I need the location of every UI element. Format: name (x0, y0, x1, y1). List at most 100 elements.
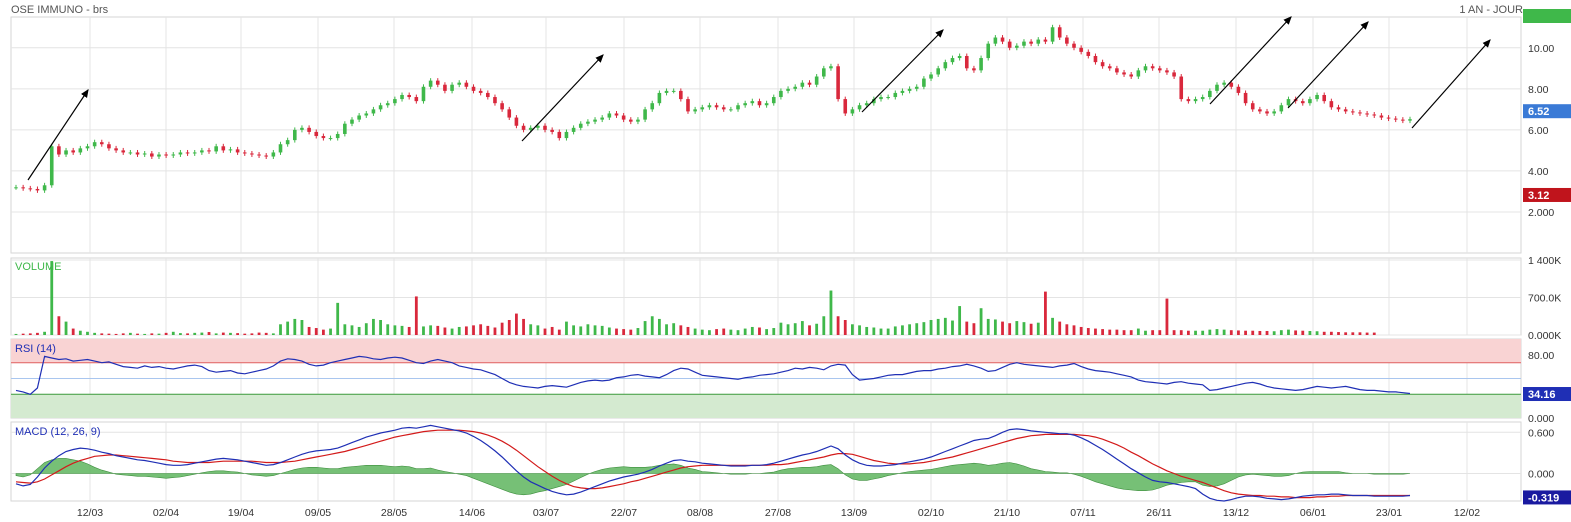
volume-bar (414, 296, 418, 335)
candle-body (886, 97, 890, 99)
candle-body (378, 105, 383, 110)
candle-body (679, 90, 683, 100)
candle-body (450, 84, 454, 91)
volume-bar (93, 332, 97, 335)
candle-body (300, 127, 304, 130)
candle-body (1015, 45, 1019, 48)
trend-arrow (1411, 39, 1491, 129)
candle-body (1265, 111, 1269, 114)
candle-body (1329, 101, 1334, 108)
volume-bar (1015, 321, 1019, 335)
rsi-zone-layer (11, 339, 1521, 418)
volume-bar (1329, 331, 1333, 335)
candle-body (736, 105, 740, 110)
candle-body (1057, 27, 1062, 38)
volume-bar (128, 332, 132, 335)
volume-bar (629, 329, 633, 335)
price-reference-badge (1523, 187, 1571, 202)
chart-title: OSE IMMUNO - brs (11, 4, 109, 16)
volume-bar (872, 327, 876, 335)
candle-body (1179, 76, 1184, 100)
volume-bar (758, 327, 761, 335)
rsi-last-badge (1523, 387, 1571, 402)
candle-body (521, 125, 526, 130)
volume-y-tick: 0.000K (1528, 330, 1561, 342)
candle-body (435, 80, 440, 85)
candle-body (829, 66, 833, 69)
volume-bar (472, 325, 475, 335)
candle-body (314, 131, 319, 137)
volume-bar (1265, 330, 1269, 335)
candle-body (793, 86, 798, 89)
volume-bar (1186, 330, 1190, 335)
x-tick-label: 02/04 (153, 507, 179, 519)
candle-body (1072, 43, 1076, 48)
x-tick-label: 26/11 (1146, 507, 1172, 519)
candle-body (507, 109, 512, 118)
volume-bar (529, 324, 533, 335)
candle-body (822, 68, 826, 77)
candle-body (836, 66, 840, 100)
candle-body (943, 62, 948, 69)
volume-bar (114, 333, 118, 335)
volume-bar (179, 333, 182, 335)
volume-bar (843, 320, 847, 335)
volume-bar (507, 320, 511, 335)
candle-body (85, 146, 90, 149)
volume-bar (436, 325, 440, 335)
volume-bar (136, 333, 139, 335)
x-tick-label: 03/07 (533, 507, 559, 519)
data-layer (14, 16, 1491, 502)
candle-body (729, 109, 733, 111)
candle-body (872, 99, 876, 104)
volume-bar (979, 308, 983, 335)
volume-bar (729, 329, 733, 335)
candle-body (192, 152, 197, 154)
candle-body (1093, 55, 1098, 63)
candle-body (57, 146, 61, 155)
candle-body (393, 99, 397, 104)
volume-bar (865, 326, 869, 335)
volume-y-tick: 1 400K (1528, 255, 1561, 267)
price-reference-badge-text: 3.12 (1528, 190, 1549, 202)
candle-body (221, 146, 226, 151)
volume-bar (329, 328, 332, 335)
volume-bar (986, 318, 990, 335)
candle-body (1272, 111, 1276, 114)
candle-body (657, 92, 662, 104)
x-tick-label: 06/01 (1300, 507, 1326, 519)
volume-bar (1086, 328, 1090, 335)
volume-bar (1072, 325, 1076, 335)
rsi-overbought-zone (11, 339, 1521, 363)
candle-body (235, 149, 240, 153)
candle-body (1193, 99, 1198, 102)
volume-bar (700, 329, 704, 335)
candle-body (893, 92, 898, 98)
candle-body (693, 109, 697, 112)
volume-bar (1358, 332, 1362, 335)
candle-body (307, 127, 311, 132)
candle-body (500, 103, 504, 110)
price-y-tick: 10.00 (1528, 43, 1554, 55)
volume-bar (1301, 330, 1305, 335)
candle-body (1372, 114, 1377, 116)
volume-bar (1051, 317, 1054, 335)
volume-bar (386, 324, 390, 335)
volume-bar (879, 328, 883, 335)
volume-bar (665, 324, 668, 335)
candle-body (1172, 72, 1176, 77)
candle-body (814, 76, 819, 85)
candle-body (486, 92, 490, 98)
volume-bar (586, 324, 590, 335)
candle-body (1165, 70, 1169, 73)
candle-body (1022, 41, 1026, 46)
volume-bar (57, 316, 61, 335)
volume-bar (1287, 329, 1290, 335)
panel-frame-macd (10, 421, 1522, 502)
candle-body (1122, 72, 1126, 75)
volume-bar (357, 326, 361, 335)
volume-bar (393, 325, 397, 335)
volume-bar (86, 331, 89, 335)
volume-y-tick: 700.0K (1528, 293, 1561, 305)
